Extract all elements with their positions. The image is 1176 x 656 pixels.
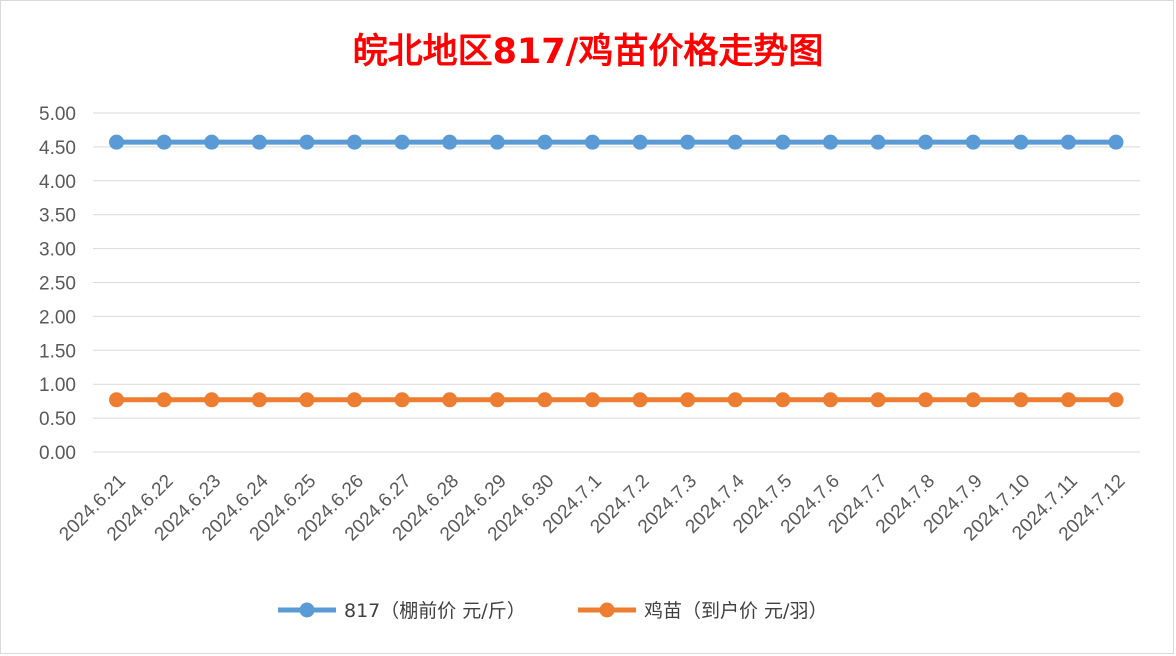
legend-label: 鸡苗（到户价 元/羽）: [644, 600, 827, 622]
data-point: [965, 134, 981, 150]
series-1: [109, 134, 1124, 150]
data-point: [251, 134, 267, 150]
data-point: [775, 392, 791, 408]
data-point: [346, 134, 362, 150]
data-point: [537, 392, 553, 408]
data-point: [1013, 134, 1029, 150]
data-point: [1013, 392, 1029, 408]
data-point: [1108, 134, 1124, 150]
y-tick-label: 0.50: [39, 409, 76, 430]
data-point: [156, 392, 172, 408]
y-tick-label: 4.50: [39, 138, 76, 159]
y-tick-label: 1.00: [39, 375, 76, 396]
data-point: [346, 392, 362, 408]
legend-marker: [299, 602, 315, 618]
data-point: [299, 392, 315, 408]
data-point: [1108, 392, 1124, 408]
y-tick-label: 0.00: [39, 443, 76, 464]
data-point: [1060, 392, 1076, 408]
data-point: [442, 392, 458, 408]
data-point: [870, 134, 886, 150]
data-point: [156, 134, 172, 150]
y-tick-label: 3.00: [39, 240, 76, 261]
data-point: [632, 392, 648, 408]
y-tick-label: 5.00: [39, 104, 76, 125]
legend-marker: [599, 602, 615, 618]
data-point: [1060, 134, 1076, 150]
data-point: [251, 392, 267, 408]
data-point: [537, 134, 553, 150]
data-point: [442, 134, 458, 150]
data-point: [918, 134, 934, 150]
series-2: [109, 392, 1124, 408]
y-tick-label: 1.50: [39, 341, 76, 362]
data-point: [632, 134, 648, 150]
data-point: [394, 134, 410, 150]
data-point: [204, 134, 220, 150]
chart-title: 皖北地区817/鸡苗价格走势图: [352, 32, 824, 72]
data-point: [489, 392, 505, 408]
data-point: [109, 134, 124, 150]
data-point: [109, 392, 124, 408]
data-point: [394, 392, 410, 408]
data-point: [965, 392, 981, 408]
data-point: [489, 134, 505, 150]
y-tick-label: 4.00: [39, 172, 76, 193]
data-point: [584, 392, 600, 408]
data-point: [680, 134, 696, 150]
y-tick-label: 3.50: [39, 206, 76, 227]
data-point: [822, 134, 838, 150]
data-point: [204, 392, 220, 408]
legend-item: 鸡苗（到户价 元/羽）: [578, 600, 827, 622]
data-point: [822, 392, 838, 408]
y-tick-label: 2.50: [39, 274, 76, 295]
data-point: [727, 134, 743, 150]
data-point: [870, 392, 886, 408]
data-point: [918, 392, 934, 408]
legend-label: 817（棚前价 元/斤）: [344, 600, 526, 622]
data-point: [727, 392, 743, 408]
y-tick-label: 2.00: [39, 307, 76, 328]
data-point: [680, 392, 696, 408]
data-point: [299, 134, 315, 150]
legend-item: 817（棚前价 元/斤）: [278, 600, 526, 622]
data-point: [775, 134, 791, 150]
data-point: [584, 134, 600, 150]
